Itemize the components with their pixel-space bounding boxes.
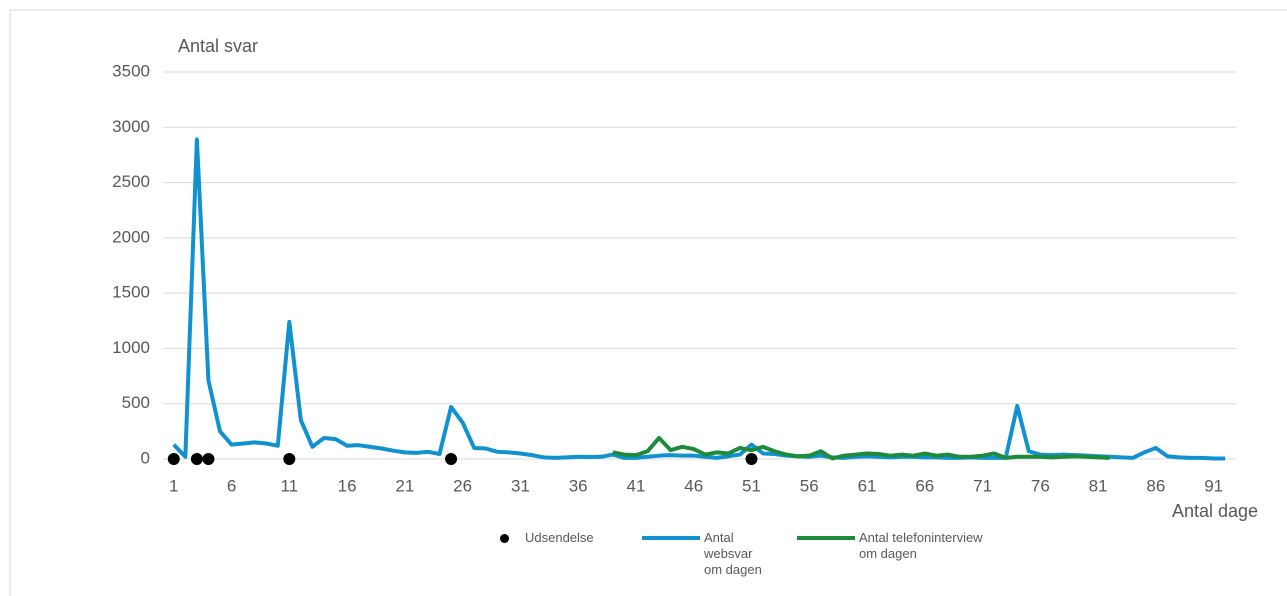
x-axis-title: Antal dage	[1172, 501, 1258, 521]
x-tick-label: 51	[742, 476, 761, 495]
y-tick-label: 1500	[112, 283, 150, 302]
x-tick-label: 1	[169, 476, 178, 495]
x-tick-label: 91	[1204, 476, 1223, 495]
series-line	[612, 435, 1110, 461]
x-tick-label: 56	[800, 476, 819, 495]
x-tick-label: 86	[1146, 476, 1165, 495]
x-tick-label: 61	[858, 476, 877, 495]
y-tick-label: 3500	[112, 61, 150, 80]
x-tick-label: 46	[684, 476, 703, 495]
y-tick-label: 2000	[112, 227, 150, 246]
y-axis-title: Antal svar	[178, 36, 258, 56]
legend-label: Antal websvar om dagen	[704, 530, 762, 577]
chart-border	[9, 9, 1287, 596]
legend-label: Antal telefoninterview om dagen	[859, 530, 983, 561]
legend-label: Udsendelse	[525, 530, 594, 545]
series-dot	[283, 453, 296, 465]
y-tick-label: 0	[141, 448, 150, 467]
y-tick-label: 3000	[112, 117, 150, 136]
x-tick-label: 36	[569, 476, 588, 495]
series-dot	[202, 453, 215, 465]
legend-key	[797, 536, 855, 540]
x-tick-label: 81	[1089, 476, 1108, 495]
x-tick-label: 66	[915, 476, 934, 495]
y-tick-label: 500	[122, 393, 150, 412]
x-tick-label: 26	[453, 476, 472, 495]
x-tick-label: 76	[1031, 476, 1050, 495]
x-tick-label: 6	[227, 476, 236, 495]
legend-key	[642, 536, 700, 540]
y-tick-label: 1000	[112, 338, 150, 357]
series-dot	[445, 453, 458, 465]
x-tick-label: 71	[973, 476, 992, 495]
series-dot	[167, 453, 180, 465]
y-tick-label: 2500	[112, 172, 150, 191]
x-tick-label: 11	[280, 476, 298, 495]
series-line	[172, 137, 1226, 461]
series-dot	[745, 453, 758, 465]
x-tick-label: 41	[626, 476, 645, 495]
x-tick-label: 21	[395, 476, 414, 495]
x-tick-label: 31	[511, 476, 530, 495]
x-tick-label: 16	[338, 476, 357, 495]
series-dot	[190, 453, 203, 465]
legend-key	[500, 534, 509, 543]
